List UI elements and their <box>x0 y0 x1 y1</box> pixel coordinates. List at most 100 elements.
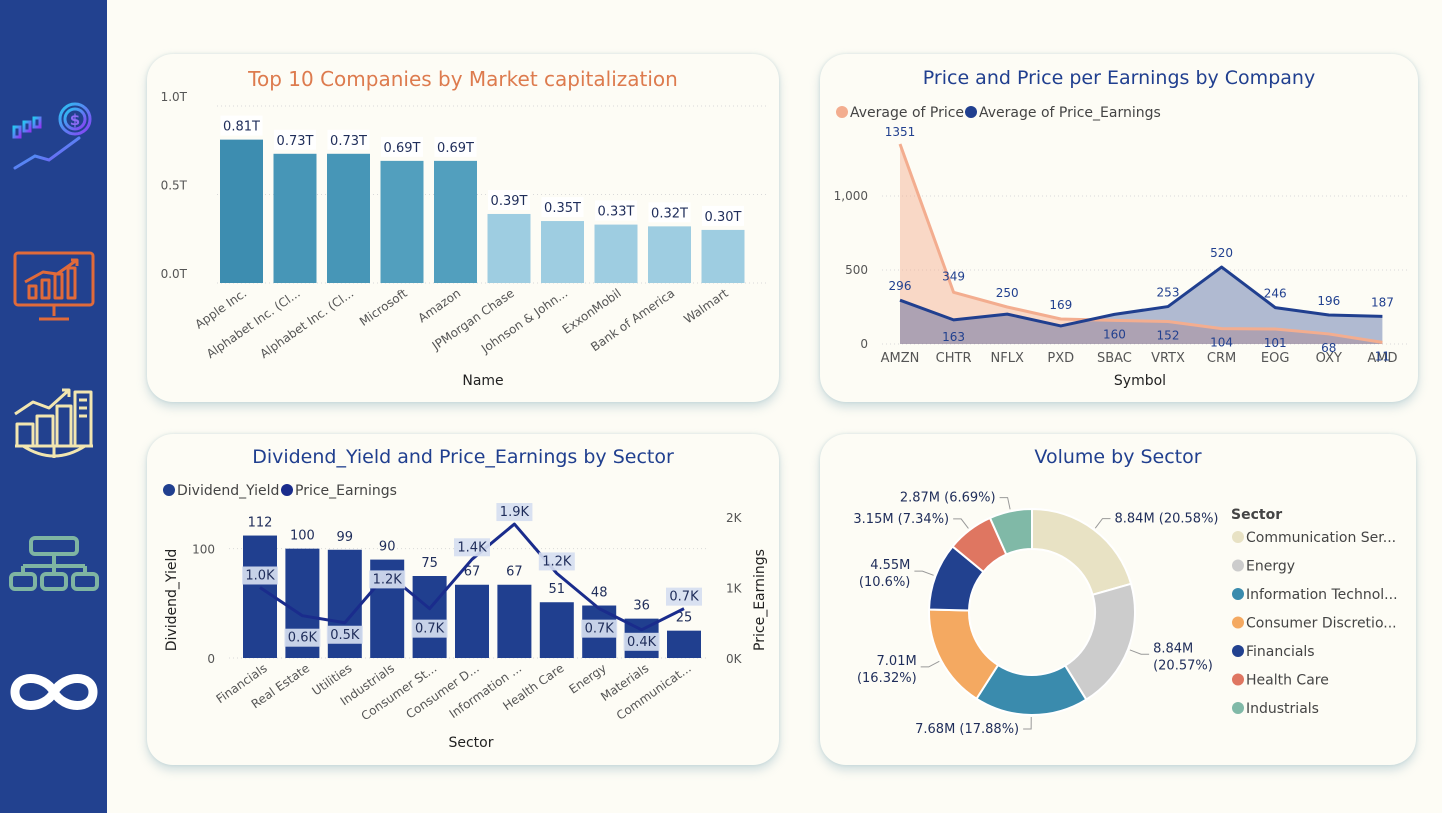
slice-label: 8.84M (20.58%) <box>1115 512 1219 527</box>
legend-pe-label[interactable]: Price_Earnings <box>295 483 397 499</box>
x-tick-label: OXY <box>1316 351 1342 366</box>
bar[interactable] <box>434 160 477 283</box>
data-label-bg <box>274 129 316 150</box>
legend-item[interactable]: Information Technol... <box>1246 587 1398 603</box>
legend-item[interactable]: Energy <box>1246 559 1295 575</box>
legend-pe-label[interactable]: Average of Price_Earnings <box>979 105 1161 121</box>
y-tick-label: 0 <box>207 652 215 666</box>
donut-slice[interactable] <box>988 507 1033 556</box>
price-data-label: 101 <box>1264 336 1287 350</box>
slice-label: 2.87M (6.69%) <box>900 491 996 506</box>
x-tick-label: Consumer D... <box>403 661 481 722</box>
volume-sector-chart: Volume by Sector Sector 8.84M (20.58%) 8.… <box>853 446 1398 737</box>
bar[interactable] <box>541 221 584 283</box>
data-label: 0.39T <box>491 194 528 209</box>
x-tick-label: Walmart <box>681 286 731 327</box>
price-line[interactable] <box>898 143 1383 344</box>
bar[interactable] <box>487 213 531 283</box>
data-label: 0.30T <box>705 210 742 225</box>
pe-line[interactable] <box>899 265 1383 328</box>
y-axis-title: Dividend_Yield <box>164 549 180 651</box>
pe-label-bg <box>666 587 702 606</box>
legend-dividend-label[interactable]: Dividend_Yield <box>177 483 279 499</box>
x-tick-label: PXD <box>1047 351 1074 366</box>
pe-data-label: 1.0K <box>245 569 275 584</box>
y-tick-label: 0 <box>860 337 868 351</box>
dividend-sector-chart: Dividend_Yield and Price_Earnings by Sec… <box>163 446 768 751</box>
chart-title: Volume by Sector <box>1034 446 1201 468</box>
pe-data-label: 0.5K <box>330 628 360 643</box>
price-data-label: 11 <box>1375 349 1390 363</box>
bar[interactable] <box>594 224 638 283</box>
dividend-bar[interactable] <box>667 630 701 658</box>
pe-line[interactable] <box>259 522 685 632</box>
legend-price-label[interactable]: Average of Price <box>850 105 964 121</box>
infinity-icon[interactable] <box>0 668 107 716</box>
x-tick-label: AMZN <box>881 351 920 366</box>
y-tick-label: 0.5T <box>161 179 188 193</box>
dividend-bar[interactable] <box>412 576 447 658</box>
x-axis-title: Symbol <box>1114 373 1166 389</box>
price-data-label: 104 <box>1210 336 1233 350</box>
bar[interactable] <box>648 226 691 283</box>
dividend-data-label: 100 <box>290 529 315 544</box>
slice-value-label: 8.84M <box>1153 641 1193 656</box>
bar[interactable] <box>380 160 424 283</box>
price-data-label: 152 <box>1157 329 1180 343</box>
dividend-data-label: 67 <box>506 565 523 580</box>
y-tick-label: 1.0T <box>161 90 188 104</box>
pe-data-label: 0.7K <box>585 622 615 637</box>
x-tick-label: EOG <box>1261 351 1290 366</box>
market-cap-chart: Top 10 Companies by Market capitalizatio… <box>161 67 769 389</box>
x-tick-label: Alphabet Inc. (Cl... <box>257 286 356 361</box>
legend-item[interactable]: Industrials <box>1246 701 1319 717</box>
dividend-bar[interactable] <box>455 584 489 658</box>
leader-line <box>1023 716 1032 730</box>
org-chart-icon[interactable] <box>0 534 107 594</box>
x-tick-label: Amazon <box>415 286 463 325</box>
legend-item[interactable]: Consumer Discretio... <box>1246 616 1397 632</box>
price-area <box>900 144 1383 344</box>
data-label: 0.81T <box>223 120 260 135</box>
bar[interactable] <box>220 139 263 283</box>
dividend-data-label: 36 <box>633 599 650 614</box>
slice-label: 7.68M (17.88%) <box>915 722 1019 737</box>
x-tick-label: Consumer St... <box>359 661 440 723</box>
bar[interactable] <box>701 229 745 283</box>
bar[interactable] <box>327 153 370 283</box>
legend-pe-marker <box>281 484 293 496</box>
legend-dividend-marker <box>163 484 175 496</box>
y-tick-label: 100 <box>192 543 215 557</box>
legend-item[interactable]: Health Care <box>1246 673 1329 689</box>
dividend-data-label: 112 <box>248 516 273 531</box>
bar[interactable] <box>273 153 317 283</box>
pe-area <box>900 267 1383 344</box>
legend-marker <box>1232 559 1244 572</box>
dividend-bar[interactable] <box>497 584 532 658</box>
legend-item[interactable]: Communication Ser... <box>1246 530 1396 546</box>
pe-label-bg <box>411 619 448 638</box>
pe-data-label: 296 <box>889 279 912 293</box>
legend-item[interactable]: Financials <box>1246 644 1315 660</box>
leader-line <box>914 570 934 576</box>
leader-line <box>920 660 940 668</box>
chart-title: Dividend_Yield and Price_Earnings by Sec… <box>252 446 674 468</box>
pe-data-label: 187 <box>1371 295 1394 309</box>
data-label-bg <box>327 129 370 150</box>
y2-tick-label: 0K <box>726 652 743 666</box>
slice-value-label: 7.01M <box>877 654 917 669</box>
pe-data-label: 0.7K <box>415 622 445 637</box>
y-tick-label: 1,000 <box>834 189 868 203</box>
stock-chart-dollar-icon[interactable]: $ <box>0 100 107 176</box>
presentation-monitor-icon[interactable] <box>0 250 107 324</box>
pe-data-label: 0.7K <box>669 590 699 605</box>
slice-percent-label: (16.32%) <box>857 671 917 686</box>
slice-percent-label: (10.6%) <box>859 575 910 590</box>
dividend-data-label: 67 <box>464 565 481 580</box>
x-axis-title: Sector <box>448 735 493 751</box>
leader-line <box>1129 649 1150 655</box>
dividend-sector-card: Dividend_Yield and Price_Earnings by Sec… <box>147 434 779 765</box>
city-growth-globe-icon[interactable] <box>0 384 107 462</box>
dividend-bar[interactable] <box>539 602 574 658</box>
leader-line <box>999 497 1011 510</box>
